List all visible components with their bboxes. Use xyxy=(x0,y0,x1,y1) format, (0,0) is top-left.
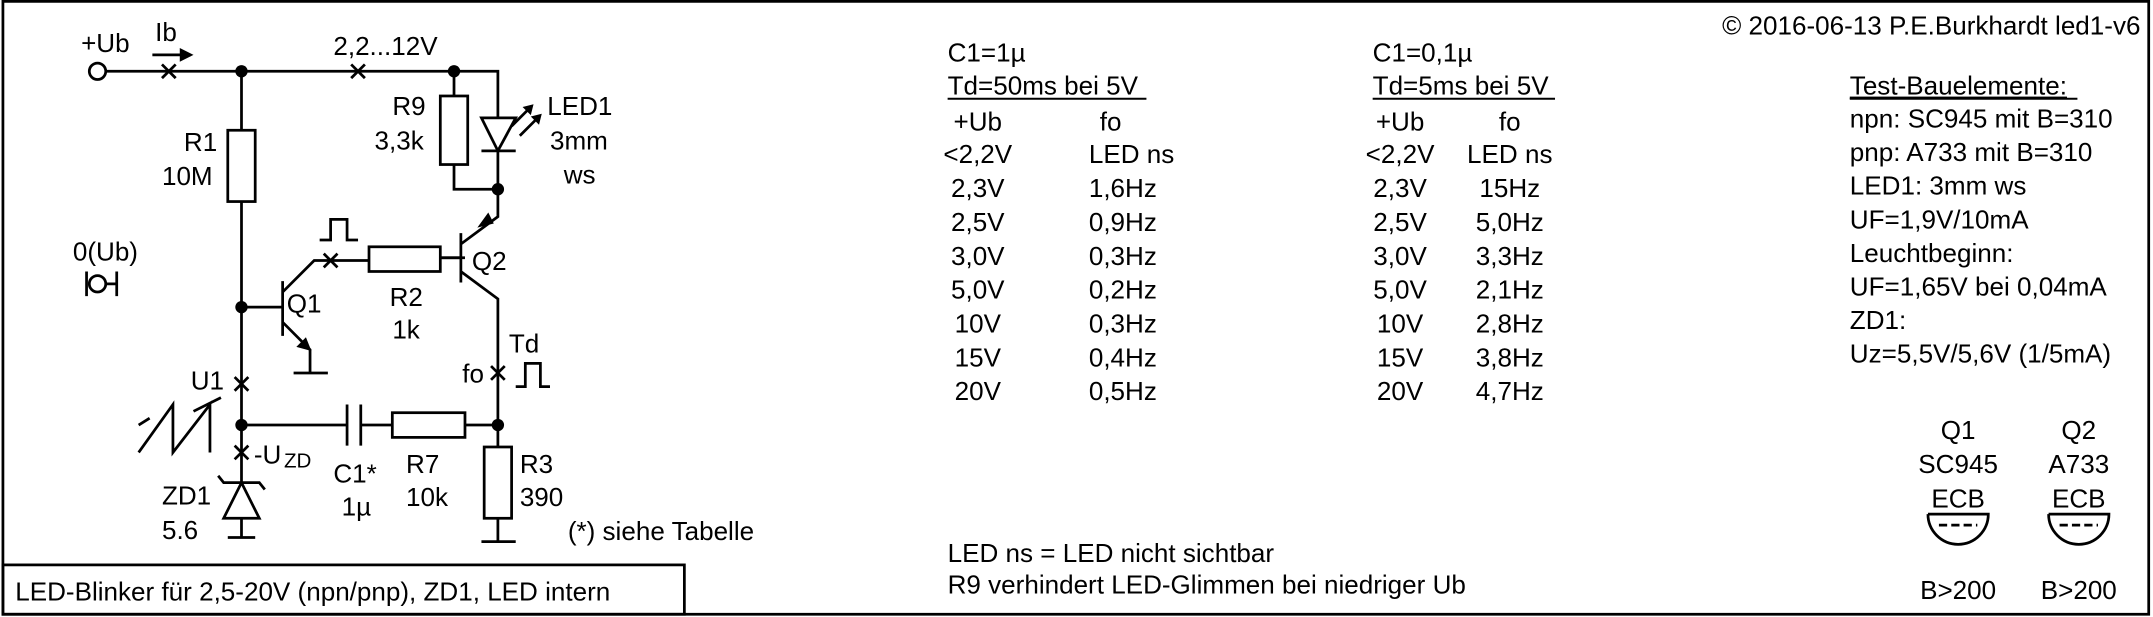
component-line: Leuchtbeginn: xyxy=(1850,238,2014,268)
transistor-outline xyxy=(2047,512,2111,546)
table-delay: Td=50ms bei 5V xyxy=(948,71,1139,101)
label: C1* xyxy=(333,459,376,489)
components-heading: Test-Bauelemente: xyxy=(1850,71,2067,101)
table-cell: 2,8Hz xyxy=(1476,308,1544,338)
transistor-type: SC945 xyxy=(1918,449,1998,479)
table-cell: 0,2Hz xyxy=(1089,275,1157,305)
label: 10M xyxy=(162,161,213,191)
schematic-labels: +Ub Ib 2,2...12V R1 10M R9 3,3k LED1 3mm… xyxy=(73,17,754,546)
label: R7 xyxy=(406,449,439,479)
table-cell: <2,2V xyxy=(943,139,1012,169)
table-cell: 2,5V xyxy=(951,207,1005,237)
component-line: npn: SC945 mit B=310 xyxy=(1850,104,2113,134)
note: LED ns = LED nicht sichtbar xyxy=(948,538,1275,568)
transistor-pins: ECB xyxy=(2052,483,2106,513)
label: 1k xyxy=(392,315,420,345)
table-capacitor: C1=0,1µ xyxy=(1373,38,1473,68)
table-cell: 5,0V xyxy=(1373,275,1427,305)
table-cell: 3,8Hz xyxy=(1476,342,1544,372)
label: 390 xyxy=(520,482,563,512)
component-line: LED1: 3mm ws xyxy=(1850,171,2027,201)
note: (*) siehe Tabelle xyxy=(568,516,754,546)
table-header: fo xyxy=(1499,106,1521,136)
label: ZD1 xyxy=(162,481,211,511)
table-cell: 0,9Hz xyxy=(1089,207,1157,237)
label: fo xyxy=(462,359,484,389)
table-cell: 2,3V xyxy=(1373,173,1427,203)
label: 3mm xyxy=(550,125,608,155)
title: LED-Blinker für 2,5-20V (npn/pnp), ZD1, … xyxy=(15,577,610,607)
label: LED1 xyxy=(547,91,612,121)
table-cell: 15Hz xyxy=(1479,173,1540,203)
transistor-type: A733 xyxy=(2048,449,2109,479)
table-header: +Ub xyxy=(954,106,1003,136)
label: +Ub xyxy=(81,28,130,58)
label: Q1 xyxy=(287,289,322,319)
table-delay: Td=5ms bei 5V xyxy=(1373,71,1550,101)
label: R1 xyxy=(184,127,217,157)
label: 10k xyxy=(406,482,449,512)
component-line: UF=1,9V/10mA xyxy=(1850,204,2029,234)
note: R9 verhindert LED-Glimmen bei niedriger … xyxy=(948,570,1466,600)
label: 3,3k xyxy=(374,125,424,155)
table-header: fo xyxy=(1100,106,1122,136)
table-cell: 2,3V xyxy=(951,173,1005,203)
table-cell: 4,7Hz xyxy=(1476,376,1544,406)
label: R3 xyxy=(520,449,553,479)
label: R2 xyxy=(390,282,423,312)
title-box xyxy=(1,563,686,616)
table-header: +Ub xyxy=(1376,106,1425,136)
table-cell: 3,0V xyxy=(1373,241,1427,271)
component-line: ZD1: xyxy=(1850,305,1906,335)
table-cell: 20V xyxy=(955,376,1002,406)
table-cell: LED ns xyxy=(1089,139,1174,169)
table-cell: 0,3Hz xyxy=(1089,308,1157,338)
table-cell: 15V xyxy=(1377,342,1424,372)
table-cell: 1,6Hz xyxy=(1089,173,1157,203)
table-cell: 5,0V xyxy=(951,275,1005,305)
component-line: pnp: A733 mit B=310 xyxy=(1850,137,2093,167)
label: Td xyxy=(509,328,539,358)
label: R9 xyxy=(392,91,425,121)
table-cell: 15V xyxy=(955,342,1002,372)
label: Q2 xyxy=(472,246,507,276)
component-line: UF=1,65V bei 0,04mA xyxy=(1850,271,2108,301)
label: 1µ xyxy=(342,492,371,522)
label: ZD xyxy=(284,450,311,473)
transistor-name: Q2 xyxy=(2061,415,2096,445)
label: 0(Ub) xyxy=(73,237,138,267)
component-line: Uz=5,5V/5,6V (1/5mA) xyxy=(1850,339,2111,369)
table-cell: 0,4Hz xyxy=(1089,342,1157,372)
label: Ib xyxy=(155,17,177,47)
table-cell: 2,1Hz xyxy=(1476,275,1544,305)
label: ws xyxy=(563,160,596,190)
copyright: © 2016-06-13 P.E.Burkhardt led1-v6 xyxy=(1722,10,2140,40)
table-cell: 2,5V xyxy=(1373,207,1427,237)
table-cell: 5,0Hz xyxy=(1476,207,1544,237)
table-cell: 20V xyxy=(1377,376,1424,406)
table-cell: 10V xyxy=(1377,308,1424,338)
transistor-gain: B>200 xyxy=(2041,575,2117,605)
schematic xyxy=(85,47,550,543)
transistor-name: Q1 xyxy=(1941,415,1976,445)
table-capacitor: C1=1µ xyxy=(948,38,1026,68)
label: 2,2...12V xyxy=(333,31,438,61)
transistor-outline xyxy=(1926,512,1990,546)
label: U1 xyxy=(191,365,224,395)
table-cell: <2,2V xyxy=(1366,139,1435,169)
table-cell: 3,3Hz xyxy=(1476,241,1544,271)
transistor-gain: B>200 xyxy=(1920,575,1996,605)
label: -U xyxy=(254,439,281,469)
table-cell: 0,5Hz xyxy=(1089,376,1157,406)
table-cell: 10V xyxy=(955,308,1002,338)
table-cell: LED ns xyxy=(1467,139,1552,169)
table-cell: 3,0V xyxy=(951,241,1005,271)
table-cell: 0,3Hz xyxy=(1089,241,1157,271)
label: 5.6 xyxy=(162,515,198,545)
transistor-pins: ECB xyxy=(1931,483,1985,513)
